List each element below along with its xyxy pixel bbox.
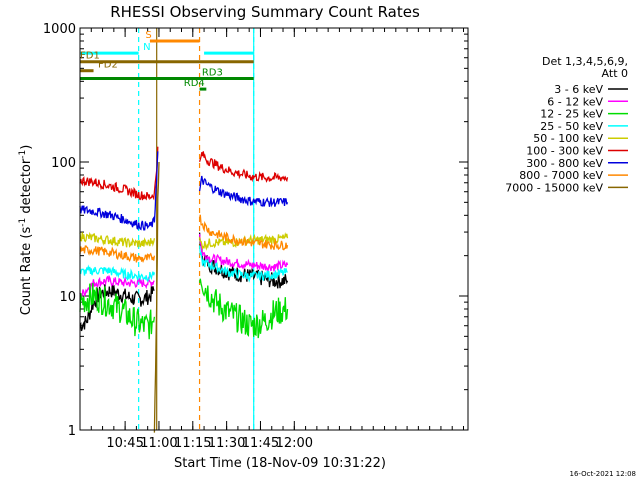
legend-header-attenuator: Att 0 — [602, 67, 628, 80]
series-line-3-seg-1 — [198, 245, 288, 283]
x-axis-label: Start Time (18-Nov-09 10:31:22) — [174, 456, 386, 471]
series-line-8-seg-0 — [153, 161, 160, 433]
y-label-sup: -1 — [18, 218, 28, 227]
y-label-middle: detector — [19, 158, 34, 218]
flag-label-rd3: RD3 — [202, 67, 223, 78]
legend-label-3: 25 - 50 keV — [540, 120, 603, 133]
series-line-6-seg-1 — [198, 175, 289, 208]
footer-timestamp: 16-Oct-2021 12:08 — [570, 470, 636, 478]
legend-header-detectors: Det 1,3,4,5,6,9, — [542, 55, 628, 68]
y-label-sup2: -1 — [18, 150, 28, 159]
legend-label-7: 800 - 7000 keV — [519, 169, 603, 182]
flag-label-fd1: FD1 — [80, 51, 100, 62]
axis-ticks — [80, 27, 468, 431]
flag-label-fd2: FD2 — [98, 60, 118, 71]
legend-label-6: 300 - 800 keV — [526, 157, 603, 170]
y-tick-label-0: 1 — [68, 424, 76, 439]
legend-label-5: 100 - 300 keV — [526, 145, 603, 158]
series-line-5-seg-1 — [198, 151, 289, 183]
flag-label-rd4: RD4 — [184, 78, 205, 89]
series-line-2-seg-1 — [198, 278, 289, 339]
y-label-close: ) — [19, 145, 34, 150]
legend-label-1: 6 - 12 keV — [547, 95, 603, 108]
legend-label-8: 7000 - 15000 keV — [505, 181, 603, 194]
x-tick-label-3: 11:30 — [208, 436, 245, 451]
time-markers — [138, 28, 255, 430]
plot-frame — [79, 27, 469, 431]
y-tick-label-3: 1000 — [43, 22, 76, 37]
flag-label-n: N — [143, 42, 150, 53]
series-line-0-seg-1 — [198, 232, 289, 289]
y-label-prefix: Count Rate (s — [19, 227, 34, 316]
series-line-1-seg-1 — [198, 233, 289, 272]
series-line-7-seg-0 — [79, 245, 156, 264]
series-lines — [79, 146, 289, 433]
x-tick-label-2: 11:15 — [174, 436, 211, 451]
x-tick-label-4: 11:45 — [242, 436, 279, 451]
series-line-3-seg-0 — [79, 264, 156, 283]
x-tick-label-5: 12:00 — [276, 436, 313, 451]
y-tick-label-2: 100 — [51, 156, 76, 171]
series-line-0-seg-0 — [79, 283, 155, 332]
y-tick-label-1: 10 — [59, 290, 76, 305]
chart-title: RHESSI Observing Summary Count Rates — [110, 3, 420, 21]
x-tick-label-1: 11:00 — [140, 436, 177, 451]
y-axis-label: Count Rate (s-1 detector-1) — [18, 145, 34, 316]
series-line-2-seg-0 — [79, 283, 156, 340]
legend-label-2: 12 - 25 keV — [540, 108, 603, 121]
series-line-5-seg-0 — [79, 146, 159, 201]
legend-label-4: 50 - 100 keV — [533, 132, 603, 145]
flag-label-s: S — [145, 30, 151, 41]
series-line-6-seg-0 — [79, 151, 159, 231]
series-line-4-seg-0 — [79, 231, 156, 248]
legend-label-0: 3 - 6 keV — [554, 83, 603, 96]
x-tick-label-0: 10:45 — [106, 436, 143, 451]
series-line-7-seg-1 — [198, 214, 289, 251]
